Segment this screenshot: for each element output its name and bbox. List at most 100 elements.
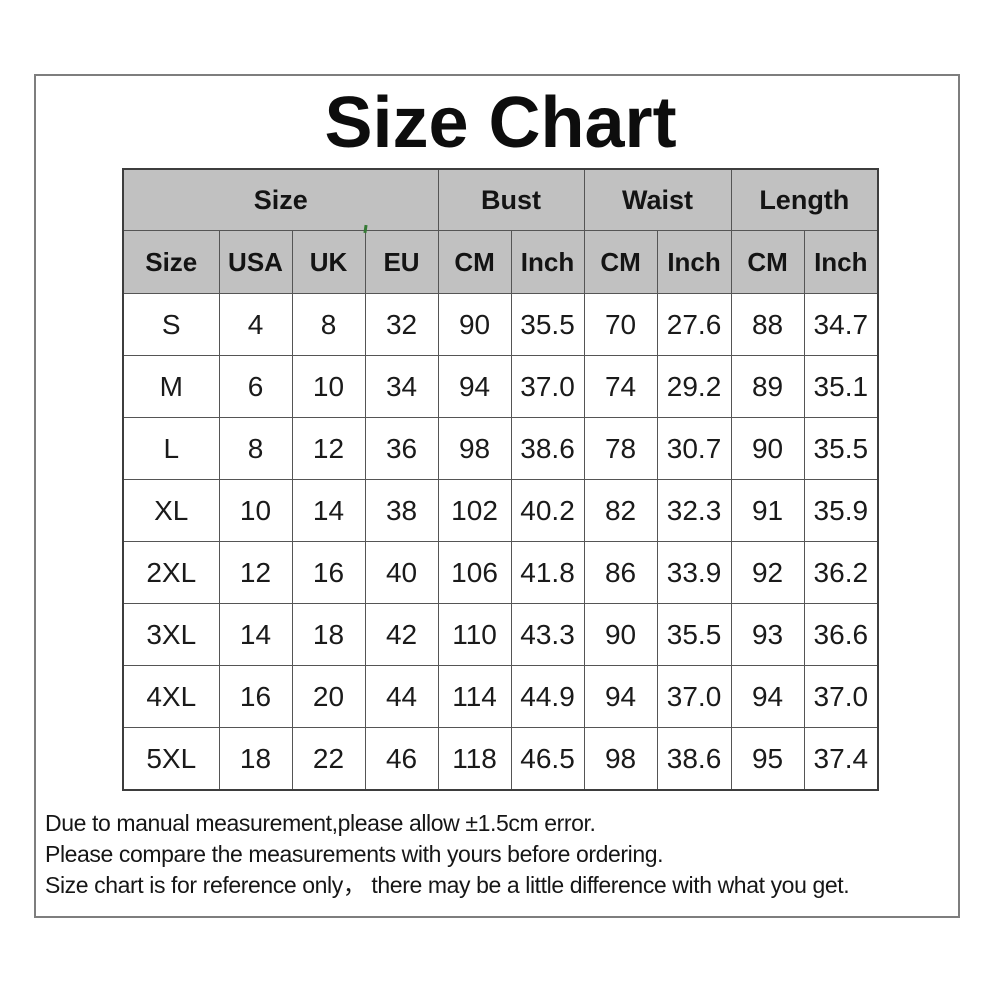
table-cell: 86: [583, 541, 658, 604]
table-cell: 41.8: [510, 541, 585, 604]
column-header-eu: EU: [364, 230, 439, 294]
table-cell: 118: [437, 727, 512, 791]
table-cell: 35.9: [803, 479, 879, 542]
table-cell: 32: [364, 293, 439, 356]
table-cell: 46.5: [510, 727, 585, 791]
table-cell: 29.2: [656, 355, 732, 418]
table-cell: 74: [583, 355, 658, 418]
table-cell: 70: [583, 293, 658, 356]
table-cell: 4: [218, 293, 293, 356]
row-label: L: [122, 417, 220, 480]
table-cell: 43.3: [510, 603, 585, 666]
table-cell: 92: [730, 541, 805, 604]
table-row-s: S 4 8 32 90 35.5 70 27.6 88 34.7: [122, 293, 879, 356]
column-header-bust-inch: Inch: [510, 230, 585, 294]
table-cell: 37.0: [656, 665, 732, 728]
table-cell: 90: [730, 417, 805, 480]
column-header-size: Size: [122, 230, 220, 294]
table-cell: 40.2: [510, 479, 585, 542]
table-cell: 90: [437, 293, 512, 356]
row-label: 2XL: [122, 541, 220, 604]
column-header-row: Size USA UK EU CM Inch CM Inch CM Inch: [122, 230, 879, 294]
table-cell: 18: [291, 603, 366, 666]
table-cell: 20: [291, 665, 366, 728]
row-label: 4XL: [122, 665, 220, 728]
table-cell: 37.0: [803, 665, 879, 728]
table-cell: 36.2: [803, 541, 879, 604]
table-cell: 110: [437, 603, 512, 666]
row-label: S: [122, 293, 220, 356]
table-cell: 27.6: [656, 293, 732, 356]
table-cell: 30.7: [656, 417, 732, 480]
column-header-usa: USA: [218, 230, 293, 294]
table-cell: 38.6: [656, 727, 732, 791]
table-cell: 94: [583, 665, 658, 728]
row-label: XL: [122, 479, 220, 542]
table-row-3xl: 3XL 14 18 42 110 43.3 90 35.5 93 36.6: [122, 603, 879, 666]
table-cell: 34.7: [803, 293, 879, 356]
column-header-waist-cm: CM: [583, 230, 658, 294]
table-cell: 10: [218, 479, 293, 542]
table-cell: 32.3: [656, 479, 732, 542]
table-row-2xl: 2XL 12 16 40 106 41.8 86 33.9 92 36.2: [122, 541, 879, 604]
size-chart-table: Size Bust Waist Length Size USA UK EU CM…: [122, 168, 880, 791]
page-title: Size Chart: [324, 83, 677, 163]
column-header-waist-inch: Inch: [656, 230, 732, 294]
table-cell: 102: [437, 479, 512, 542]
table-cell: 82: [583, 479, 658, 542]
table-row-l: L 8 12 36 98 38.6 78 30.7 90 35.5: [122, 417, 879, 480]
row-label: 3XL: [122, 603, 220, 666]
table-cell: 91: [730, 479, 805, 542]
table-cell: 12: [291, 417, 366, 480]
note-line-compare-measurements: Please compare the measurements with you…: [45, 841, 664, 867]
table-cell: 95: [730, 727, 805, 791]
table-cell: 98: [437, 417, 512, 480]
table-cell: 38: [364, 479, 439, 542]
table-cell: 114: [437, 665, 512, 728]
table-cell: 35.5: [803, 417, 879, 480]
table-cell: 35.5: [656, 603, 732, 666]
group-header-size: Size: [122, 168, 439, 231]
table-cell: 37.0: [510, 355, 585, 418]
table-cell: 46: [364, 727, 439, 791]
table-cell: 94: [730, 665, 805, 728]
table-cell: 35.5: [510, 293, 585, 356]
table-cell: 36: [364, 417, 439, 480]
table-cell: 8: [291, 293, 366, 356]
note-line-reference-only: Size chart is for reference only， there …: [45, 872, 850, 898]
table-cell: 18: [218, 727, 293, 791]
table-cell: 90: [583, 603, 658, 666]
row-label: 5XL: [122, 727, 220, 791]
table-cell: 14: [218, 603, 293, 666]
table-cell: 16: [291, 541, 366, 604]
table-cell: 78: [583, 417, 658, 480]
table-cell: 16: [218, 665, 293, 728]
table-row-xl: XL 10 14 38 102 40.2 82 32.3 91 35.9: [122, 479, 879, 542]
table-cell: 34: [364, 355, 439, 418]
group-header-waist: Waist: [583, 168, 732, 231]
table-cell: 38.6: [510, 417, 585, 480]
table-cell: 88: [730, 293, 805, 356]
table-cell: 37.4: [803, 727, 879, 791]
table-cell: 44.9: [510, 665, 585, 728]
note-line-measurement-error: Due to manual measurement,please allow ±…: [45, 810, 596, 836]
table-cell: 93: [730, 603, 805, 666]
table-cell: 14: [291, 479, 366, 542]
table-cell: 98: [583, 727, 658, 791]
group-header-length: Length: [730, 168, 879, 231]
disclaimer-notes: Due to manual measurement,please allow ±…: [45, 808, 975, 901]
table-cell: 42: [364, 603, 439, 666]
column-header-length-inch: Inch: [803, 230, 879, 294]
group-header-bust: Bust: [437, 168, 585, 231]
table-cell: 40: [364, 541, 439, 604]
table-cell: 106: [437, 541, 512, 604]
table-cell: 22: [291, 727, 366, 791]
table-row-5xl: 5XL 18 22 46 118 46.5 98 38.6 95 37.4: [122, 727, 879, 791]
column-header-bust-cm: CM: [437, 230, 512, 294]
table-cell: 36.6: [803, 603, 879, 666]
table-row-4xl: 4XL 16 20 44 114 44.9 94 37.0 94 37.0: [122, 665, 879, 728]
table-cell: 10: [291, 355, 366, 418]
table-cell: 6: [218, 355, 293, 418]
table-cell: 8: [218, 417, 293, 480]
table-cell: 12: [218, 541, 293, 604]
